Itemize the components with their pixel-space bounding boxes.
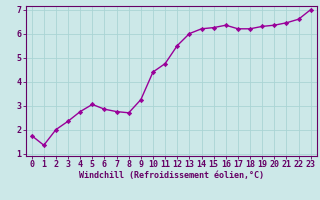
X-axis label: Windchill (Refroidissement éolien,°C): Windchill (Refroidissement éolien,°C) — [79, 171, 264, 180]
